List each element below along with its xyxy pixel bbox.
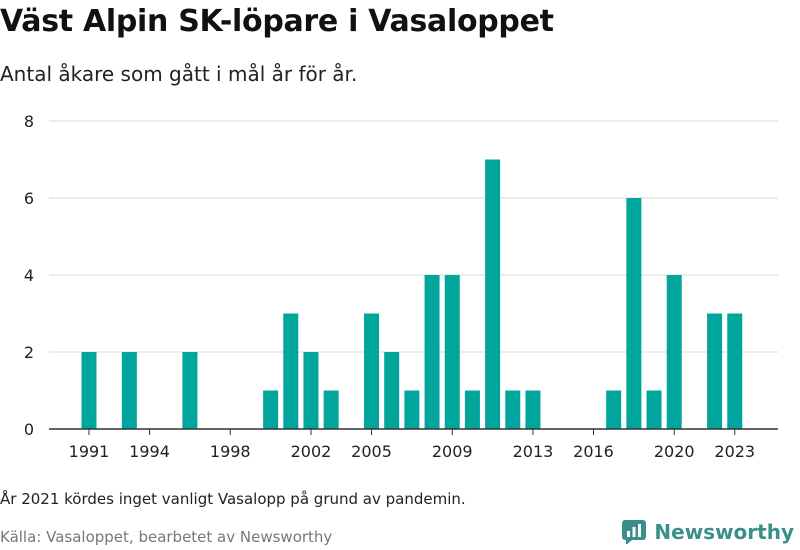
- chart-title: Väst Alpin SK-löpare i Vasaloppet: [0, 4, 554, 39]
- bar-2018: [626, 198, 642, 429]
- newsworthy-logo-icon: [622, 520, 647, 544]
- bars: [81, 159, 743, 429]
- bar-2009: [444, 275, 460, 429]
- bar-1991: [81, 352, 97, 429]
- brand-logo: Newsworthy: [622, 520, 794, 544]
- bar-2017: [606, 390, 622, 429]
- bar-1993: [121, 352, 137, 429]
- y-tick-label: 6: [24, 189, 34, 208]
- bar-2002: [303, 352, 319, 429]
- bar-2012: [505, 390, 521, 429]
- bar-2019: [646, 390, 662, 429]
- x-tick-label: 2013: [513, 442, 554, 461]
- bar-2011: [485, 159, 501, 429]
- bar-2000: [263, 390, 279, 429]
- y-tick-label: 4: [24, 266, 34, 285]
- x-tick-label: 2005: [351, 442, 392, 461]
- x-tick-label: 2020: [654, 442, 695, 461]
- brand-name: Newsworthy: [654, 520, 794, 544]
- footnote: År 2021 kördes inget vanligt Vasalopp på…: [0, 490, 466, 508]
- bar-chart: 1991 1994 1998 2002 2005 2009 2013 2016 2020 2023…: [24, 112, 778, 461]
- bar-2013: [525, 390, 541, 429]
- chart-subtitle: Antal åkare som gått i mål år för år.: [0, 62, 358, 86]
- bar-2003: [323, 390, 339, 429]
- x-axis: 1991 1994 1998 2002 2005 2009 2013 2016 2020 2023: [49, 428, 778, 461]
- x-tick-label: 2023: [714, 442, 755, 461]
- x-tick-label: 1994: [129, 442, 170, 461]
- bar-2023: [727, 313, 743, 429]
- bar-1996: [182, 352, 198, 429]
- bar-2022: [707, 313, 723, 429]
- bar-2001: [283, 313, 299, 429]
- bar-2005: [364, 313, 380, 429]
- bar-2020: [666, 275, 682, 429]
- y-tick-label: 2: [24, 343, 34, 362]
- x-tick-label: 2002: [291, 442, 332, 461]
- bar-2010: [464, 390, 480, 429]
- bar-2007: [404, 390, 420, 429]
- x-tick-label: 1991: [69, 442, 110, 461]
- y-tick-label: 8: [24, 112, 34, 131]
- bar-2008: [424, 275, 440, 429]
- y-tick-label: 0: [24, 420, 34, 439]
- x-tick-label: 2016: [573, 442, 614, 461]
- x-tick-label: 2009: [432, 442, 473, 461]
- bar-2006: [384, 352, 400, 429]
- grid-lines: [49, 120, 778, 353]
- source-text: Källa: Vasaloppet, bearbetet av Newswort…: [0, 528, 333, 546]
- y-axis-labels: 0 2 4 6 8: [24, 112, 34, 439]
- x-tick-label: 1998: [210, 442, 251, 461]
